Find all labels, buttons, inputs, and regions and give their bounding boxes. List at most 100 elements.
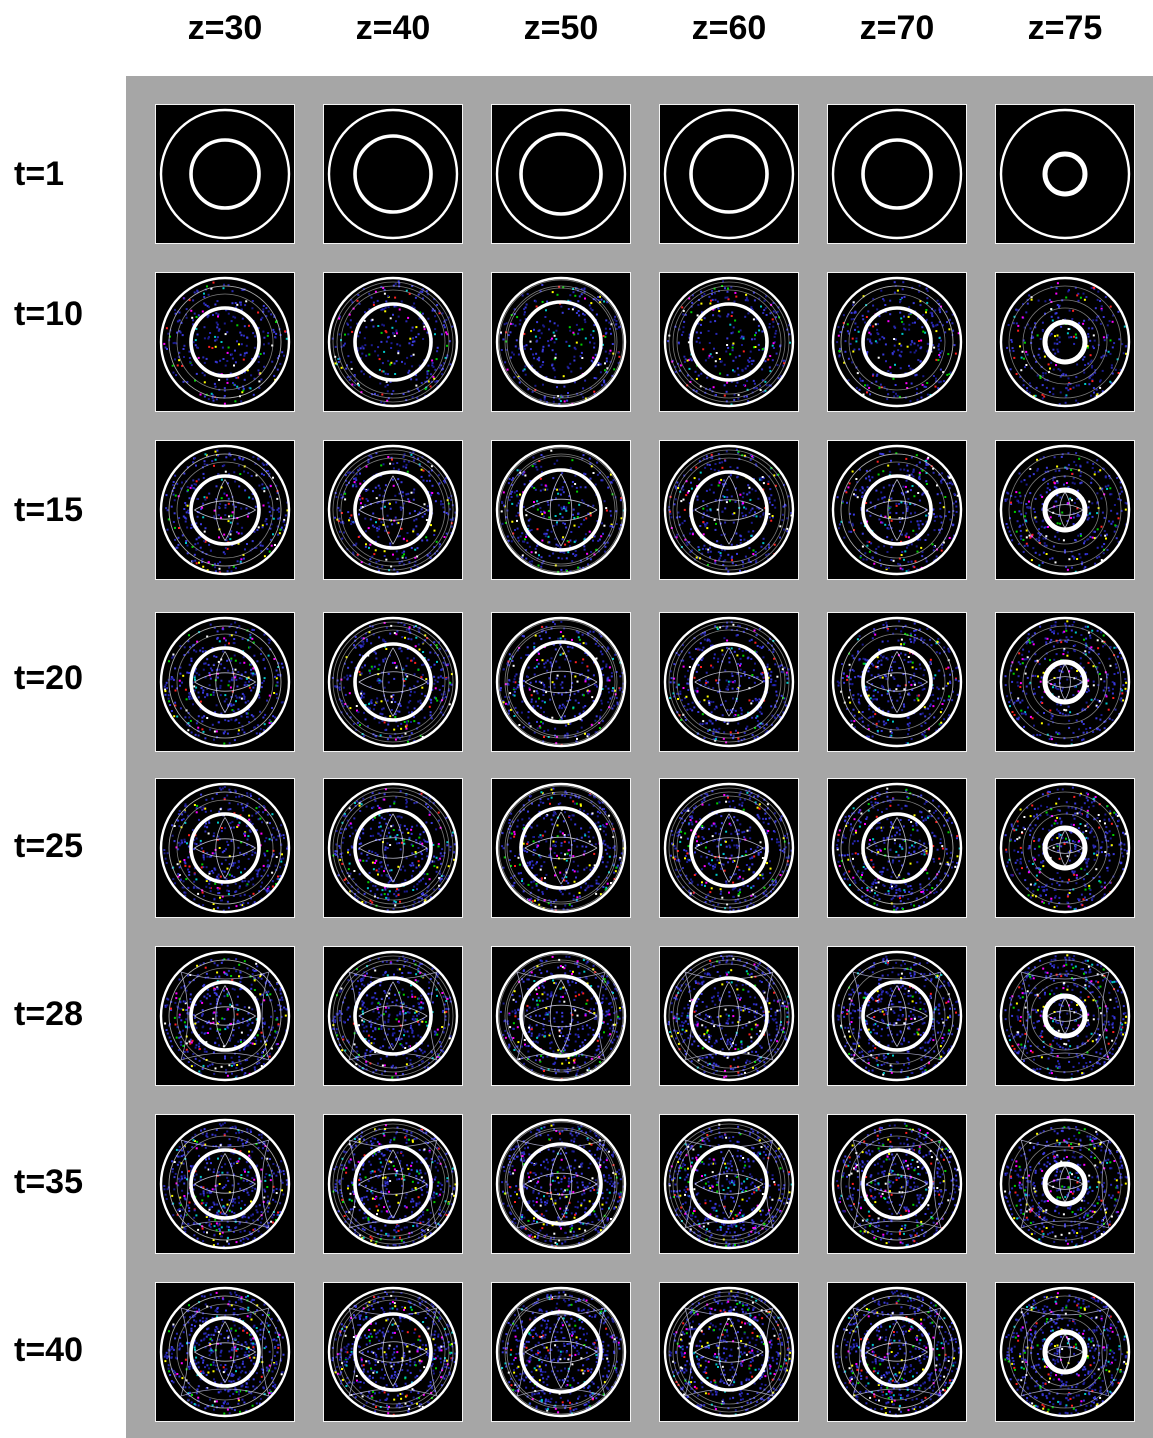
row-label-t20: t=20 [14,659,83,697]
pattern-svg [663,1118,795,1250]
row-label-t28: t=28 [14,995,83,1033]
pattern-svg [495,444,627,576]
pattern-image [323,1114,463,1254]
pattern-image [995,440,1135,580]
pattern-svg [831,108,963,240]
pattern-svg [999,276,1131,408]
pattern-svg [159,1286,291,1418]
pattern-svg [831,950,963,1082]
pattern-image [155,1114,295,1254]
pattern-image [995,1282,1135,1422]
pattern-image [659,778,799,918]
column-label-z40: z=40 [355,9,431,47]
pattern-image [491,946,631,1086]
pattern-image [827,778,967,918]
pattern-svg [663,108,795,240]
row-label-t15: t=15 [14,491,83,529]
pattern-image [155,104,295,244]
pattern-svg [663,950,795,1082]
pattern-svg [495,950,627,1082]
pattern-image [491,612,631,752]
pattern-image [995,778,1135,918]
pattern-svg [663,616,795,748]
column-label-z30: z=30 [187,9,263,47]
pattern-image [491,1282,631,1422]
row-label-t10: t=10 [14,295,83,333]
pattern-image [491,778,631,918]
pattern-image [659,1114,799,1254]
pattern-svg [831,616,963,748]
pattern-image [155,1282,295,1422]
column-label-z50: z=50 [523,9,599,47]
pattern-image [491,1114,631,1254]
pattern-svg [159,276,291,408]
pattern-svg [495,1286,627,1418]
column-label-z60: z=60 [691,9,767,47]
pattern-image [155,778,295,918]
pattern-svg [999,616,1131,748]
row-label-t1: t=1 [14,155,65,193]
pattern-image [659,612,799,752]
pattern-image [995,272,1135,412]
pattern-image [827,104,967,244]
pattern-image [491,440,631,580]
pattern-image [323,1282,463,1422]
pattern-svg [999,1118,1131,1250]
pattern-svg [495,616,627,748]
pattern-image [659,1282,799,1422]
pattern-svg [831,276,963,408]
row-label-t40: t=40 [14,1331,83,1369]
pattern-image [323,440,463,580]
pattern-image [827,272,967,412]
pattern-svg [999,782,1131,914]
pattern-image [659,104,799,244]
pattern-svg [159,616,291,748]
pattern-image [323,612,463,752]
pattern-image [155,946,295,1086]
pattern-svg [495,276,627,408]
pattern-image [995,612,1135,752]
row-label-t25: t=25 [14,827,83,865]
pattern-image [995,1114,1135,1254]
pattern-svg [159,782,291,914]
pattern-image [827,612,967,752]
pattern-image [827,1282,967,1422]
pattern-svg [495,782,627,914]
pattern-image [155,612,295,752]
pattern-svg [999,444,1131,576]
image-grid-panel [126,76,1153,1438]
pattern-image [491,104,631,244]
pattern-image [323,104,463,244]
pattern-image [827,946,967,1086]
column-label-z70: z=70 [859,9,935,47]
pattern-svg [327,950,459,1082]
pattern-svg [495,1118,627,1250]
pattern-image [155,440,295,580]
pattern-svg [831,1286,963,1418]
pattern-image [323,778,463,918]
pattern-svg [831,1118,963,1250]
pattern-svg [663,782,795,914]
pattern-svg [159,950,291,1082]
pattern-image [659,440,799,580]
pattern-svg [495,108,627,240]
pattern-svg [663,1286,795,1418]
pattern-image [155,272,295,412]
pattern-svg [327,1286,459,1418]
pattern-image [827,1114,967,1254]
pattern-svg [327,444,459,576]
pattern-image [323,272,463,412]
pattern-svg [159,1118,291,1250]
row-label-t35: t=35 [14,1163,83,1201]
pattern-svg [663,276,795,408]
pattern-image [659,272,799,412]
pattern-image [491,272,631,412]
pattern-svg [831,782,963,914]
pattern-svg [159,444,291,576]
pattern-image [995,104,1135,244]
pattern-svg [327,108,459,240]
pattern-svg [327,782,459,914]
pattern-image [323,946,463,1086]
pattern-svg [159,108,291,240]
pattern-svg [999,950,1131,1082]
